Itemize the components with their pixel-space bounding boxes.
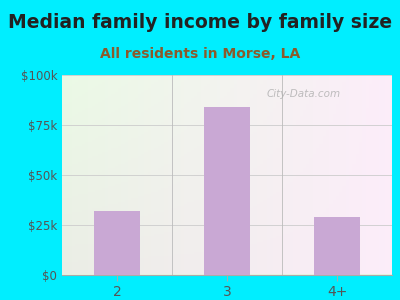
Text: Median family income by family size: Median family income by family size: [8, 14, 392, 32]
Bar: [204, 107, 250, 274]
Bar: [314, 217, 360, 274]
Text: All residents in Morse, LA: All residents in Morse, LA: [100, 46, 300, 61]
Text: City-Data.com: City-Data.com: [267, 89, 341, 99]
Bar: [94, 211, 140, 274]
